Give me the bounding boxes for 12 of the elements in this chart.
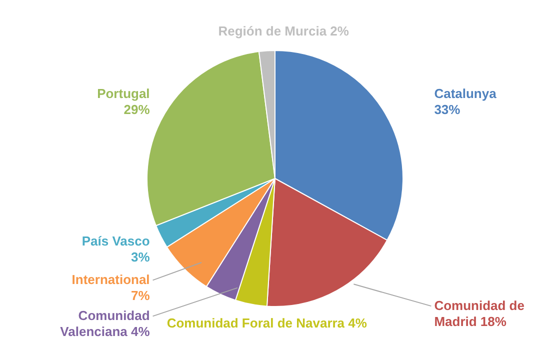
slice-label: Comunidad Foral de Navarra 4% bbox=[166, 316, 368, 331]
slice-label: Región de Murcia 2% bbox=[218, 23, 350, 38]
data-label: 29% bbox=[124, 102, 150, 118]
data-label: 3% bbox=[131, 249, 150, 264]
slice-label: Comunidad de Madrid 18% bbox=[434, 298, 524, 330]
data-label: 7% bbox=[131, 288, 150, 304]
slice-label: Portugal bbox=[97, 86, 150, 102]
slice-label: Catalunya bbox=[434, 86, 498, 102]
slice-label: País Vasco bbox=[82, 233, 150, 248]
data-label: 33% bbox=[434, 102, 461, 118]
slice-label: Comunidad Valenciana 4% bbox=[60, 308, 150, 340]
slice-label: International bbox=[72, 272, 150, 288]
